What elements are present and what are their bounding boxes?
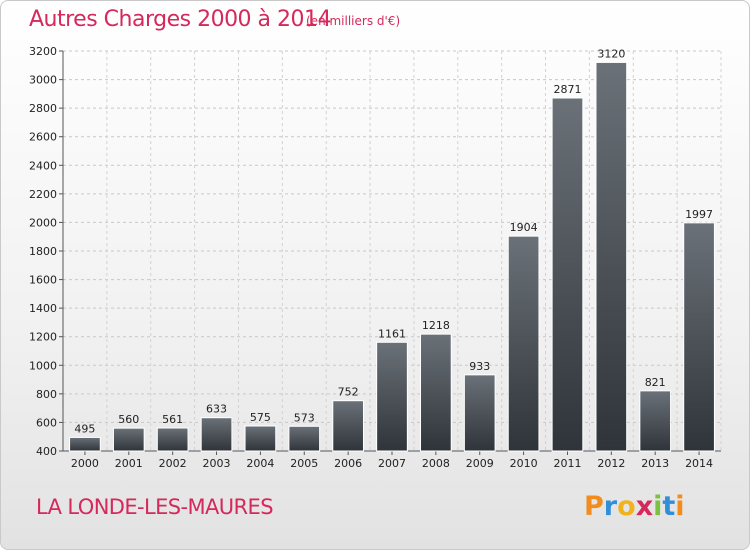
x-tick-label: 2001 (115, 457, 143, 470)
y-tick-label: 1600 (29, 274, 57, 287)
y-tick-label: 2600 (29, 131, 57, 144)
logo-letter: i (653, 491, 663, 522)
x-tick-label: 2009 (466, 457, 494, 470)
data-label: 575 (250, 411, 271, 424)
data-label: 1218 (422, 319, 450, 332)
bar-2007 (376, 341, 408, 452)
x-tick-label: 2003 (203, 457, 231, 470)
x-tick-label: 2007 (378, 457, 406, 470)
x-tick-label: 2006 (334, 457, 362, 470)
x-tick-label: 2010 (510, 457, 538, 470)
x-tick-label: 2008 (422, 457, 450, 470)
town-name: LA LONDE-LES-MAURES (36, 495, 274, 519)
data-label: 752 (338, 386, 359, 399)
data-label: 1161 (378, 327, 406, 340)
chart-subtitle: (en milliers d'€) (306, 14, 401, 28)
y-tick-label: 3000 (29, 74, 57, 87)
data-label: 560 (118, 413, 139, 426)
data-label: 1997 (685, 208, 713, 221)
data-label: 495 (74, 422, 95, 435)
data-label: 933 (469, 360, 490, 373)
x-tick-label: 2004 (246, 457, 274, 470)
chart-title: Autres Charges 2000 à 2014 (29, 7, 332, 32)
bar-2001 (112, 427, 145, 452)
logo-letter: P (584, 491, 604, 522)
logo-letter: o (617, 491, 636, 522)
y-tick-label: 400 (36, 445, 57, 458)
bar-2010 (507, 235, 540, 452)
y-tick-label: 1800 (29, 245, 57, 258)
bar-2008 (420, 333, 452, 452)
axes: 400 600 800 1000 1200 1400 1600 1800 2000 2200 240… (29, 45, 721, 470)
y-tick-label: 2400 (29, 159, 57, 172)
data-label: 573 (294, 411, 315, 424)
y-tick-label: 2000 (29, 216, 57, 229)
logo-letter: x (635, 491, 654, 522)
bar-2004 (244, 425, 277, 452)
bar-2000 (69, 436, 101, 452)
bar-2009 (463, 374, 496, 452)
x-tick-label: 2012 (597, 457, 625, 470)
data-label: 1904 (510, 221, 538, 234)
y-tick-label: 2800 (29, 102, 57, 115)
bars (69, 61, 715, 452)
x-tick-label: 2000 (71, 457, 99, 470)
y-tick-label: 3200 (29, 45, 57, 58)
x-tick-label: 2014 (685, 457, 713, 470)
y-tick-label: 2200 (29, 188, 57, 201)
y-tick-label: 600 (36, 416, 57, 429)
x-tick-label: 2013 (641, 457, 669, 470)
y-tick-label: 1000 (29, 359, 57, 372)
logo-letter: i (675, 491, 685, 522)
y-tick-label: 1200 (29, 331, 57, 344)
x-tick-label: 2011 (553, 457, 581, 470)
y-tick-label: 1400 (29, 302, 57, 315)
logo-letter: t (662, 491, 676, 522)
x-tick-label: 2002 (159, 457, 187, 470)
bar-2006 (332, 400, 364, 452)
data-label: 633 (206, 403, 227, 416)
proxiti-logo[interactable]: Proxiti (584, 491, 685, 522)
x-tick-label: 2005 (290, 457, 318, 470)
bar-2012 (595, 61, 628, 452)
bar-2013 (639, 390, 672, 452)
bar-2005 (288, 425, 321, 452)
y-tick-label: 800 (36, 388, 57, 401)
logo-letter: r (603, 491, 618, 522)
bar-2003 (200, 417, 233, 452)
data-labels: 495 560 561 633 575 573 752 1161 1218 933 1904 2871… (74, 47, 713, 435)
bar-2011 (551, 97, 584, 452)
data-label: 821 (645, 376, 666, 389)
data-label: 561 (162, 413, 183, 426)
bar-2014 (683, 222, 715, 452)
data-label: 3120 (597, 47, 625, 60)
data-label: 2871 (553, 83, 581, 96)
bar-2002 (156, 427, 189, 452)
